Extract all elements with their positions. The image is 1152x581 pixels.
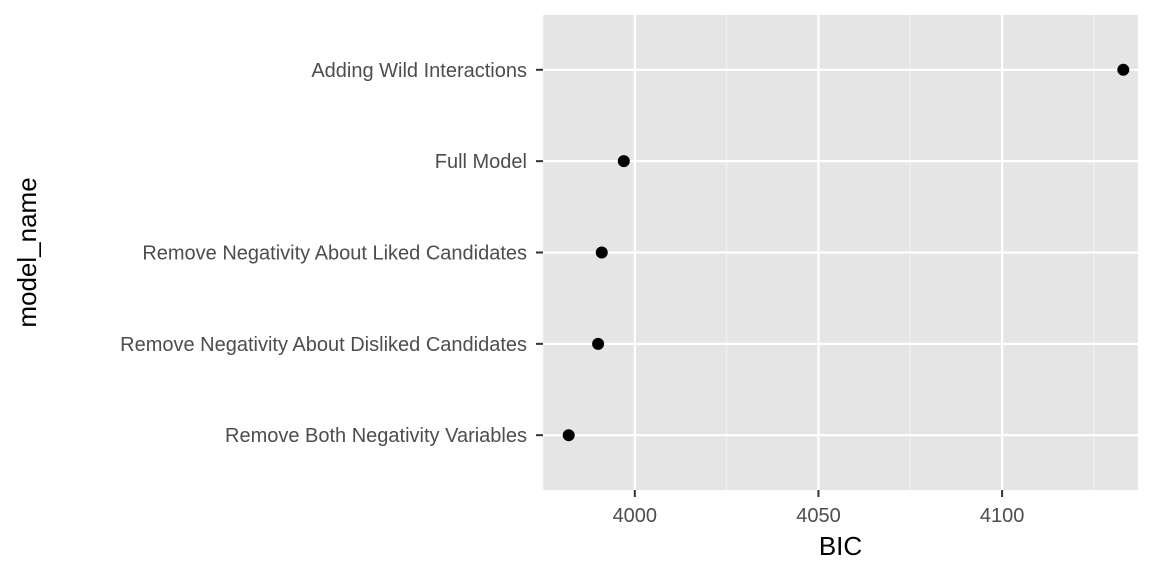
y-tick-label: Full Model: [435, 151, 527, 173]
data-point: [595, 246, 608, 259]
major-gridlines: [543, 15, 1138, 490]
data-point: [617, 155, 630, 168]
x-tick-label: 4000: [613, 505, 658, 527]
x-axis-title: BIC: [819, 531, 862, 561]
y-tick-label: Remove Negativity About Disliked Candida…: [120, 334, 527, 356]
y-tick-label: Adding Wild Interactions: [311, 60, 527, 82]
x-tick-label: 4050: [796, 505, 841, 527]
y-tick-label: Remove Negativity About Liked Candidates: [142, 243, 527, 265]
x-tick-label: 4100: [980, 505, 1025, 527]
x-axis: 4000 4050 4100: [613, 490, 1025, 527]
data-point: [592, 337, 605, 350]
data-point: [1117, 63, 1130, 76]
data-point: [562, 429, 575, 442]
y-axis-title: model_name: [12, 177, 42, 327]
y-axis: Remove Both Negativity Variables Remove N…: [120, 60, 543, 447]
data-points: [562, 63, 1130, 442]
y-tick-label: Remove Both Negativity Variables: [225, 425, 527, 447]
